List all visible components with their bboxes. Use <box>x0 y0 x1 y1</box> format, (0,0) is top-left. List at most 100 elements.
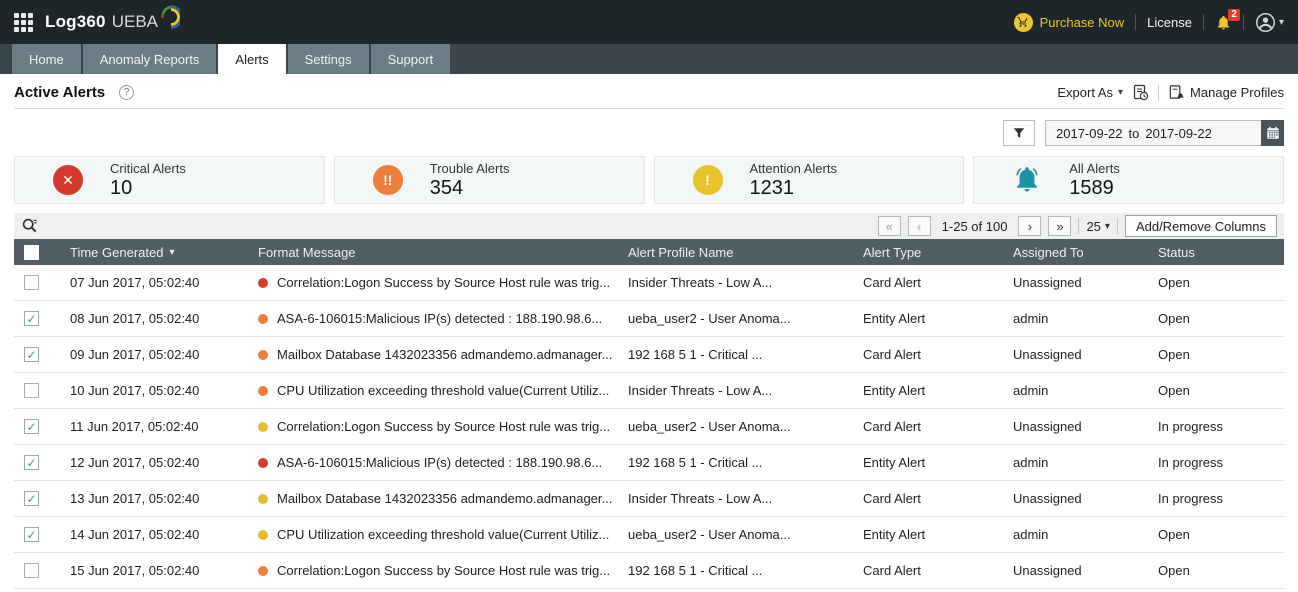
assigned-to-cell: admin <box>1013 311 1049 326</box>
column-header-status[interactable]: Status <box>1144 245 1284 260</box>
alert-type-cell: Card Alert <box>863 491 921 506</box>
prev-page-icon: ‹ <box>916 218 922 234</box>
row-checkbox[interactable] <box>24 563 39 578</box>
attention-icon: ! <box>692 165 723 195</box>
last-page-button[interactable]: » <box>1048 216 1072 236</box>
format-message-cell: Correlation:Logon Success by Source Host… <box>244 563 614 578</box>
status-cell: Open <box>1158 275 1190 290</box>
prev-page-button[interactable]: ‹ <box>907 216 931 236</box>
select-all-checkbox[interactable] <box>24 244 39 260</box>
summary-card-all-alerts[interactable]: All Alerts 1589 <box>973 156 1284 204</box>
row-checkbox-cell: ✓ <box>14 347 56 362</box>
calendar-button[interactable] <box>1261 120 1284 146</box>
row-checkbox[interactable]: ✓ <box>24 311 39 326</box>
card-label: Critical Alerts <box>110 160 186 176</box>
table-body: 07 Jun 2017, 05:02:40 Correlation:Logon S… <box>14 265 1284 589</box>
manage-profiles-button[interactable]: Manage Profiles <box>1168 84 1284 101</box>
alert-profile-name-cell: Insider Threats - Low A... <box>628 491 773 506</box>
search-icon[interactable] <box>21 217 39 235</box>
calendar-icon <box>1266 126 1279 139</box>
alert-type-cell: Card Alert <box>863 275 921 290</box>
summary-cards: ✕ Critical Alerts 10!! Trouble Alerts 354! At… <box>14 156 1284 204</box>
app-name: Log360 <box>45 12 106 31</box>
format-message-text: Correlation:Logon Success by Source Host… <box>277 419 611 434</box>
page-size-dropdown[interactable]: 25 ▾ <box>1086 219 1110 234</box>
card-value: 1231 <box>749 176 795 199</box>
severity-dot-icon <box>258 457 268 468</box>
column-header-label: Assigned To <box>1013 244 1084 260</box>
card-text: All Alerts 1589 <box>1069 161 1120 200</box>
pagination-range: 1-25 of 100 <box>941 218 1008 234</box>
tab-settings[interactable]: Settings <box>287 44 369 74</box>
format-message-text: CPU Utilization exceeding threshold valu… <box>277 527 610 542</box>
alert-profile-name-cell: ueba_user2 - User Anoma... <box>628 311 791 326</box>
row-checkbox[interactable]: ✓ <box>24 347 39 362</box>
row-checkbox[interactable] <box>24 383 39 398</box>
column-header-label: Status <box>1158 244 1195 260</box>
row-checkbox-cell: ✓ <box>14 527 56 542</box>
export-as-button[interactable]: Export As ▾ <box>1057 85 1123 100</box>
tab-anomaly-reports[interactable]: Anomaly Reports <box>82 44 217 74</box>
table-row[interactable]: ✓ 12 Jun 2017, 05:02:40 ASA-6-106015:Malic… <box>14 445 1284 481</box>
alert-type-cell: Entity Alert <box>863 311 926 326</box>
row-checkbox[interactable] <box>24 275 39 290</box>
column-header-alert-profile-name[interactable]: Alert Profile Name <box>614 245 849 260</box>
chevron-down-icon: ▾ <box>1104 220 1110 232</box>
add-remove-columns-button[interactable]: Add/Remove Columns <box>1124 215 1277 237</box>
column-header-assigned-to[interactable]: Assigned To <box>999 245 1144 260</box>
column-header-format-message[interactable]: Format Message <box>244 245 614 260</box>
summary-card-critical-alerts[interactable]: ✕ Critical Alerts 10 <box>14 156 325 204</box>
purchase-now-button[interactable]: Purchase Now <box>1013 12 1124 32</box>
card-label: Trouble Alerts <box>429 160 510 176</box>
time-generated-cell: 12 Jun 2017, 05:02:40 <box>70 455 200 470</box>
table-row[interactable]: 10 Jun 2017, 05:02:40 CPU Utilization exc… <box>14 373 1284 409</box>
first-page-button[interactable]: « <box>877 216 901 236</box>
format-message-text: Correlation:Logon Success by Source Host… <box>277 275 611 290</box>
table-row[interactable]: 07 Jun 2017, 05:02:40 Correlation:Logon S… <box>14 265 1284 301</box>
date-range-input[interactable]: 2017-09-22 to 2017-09-22 <box>1045 120 1261 146</box>
table-row[interactable]: ✓ 09 Jun 2017, 05:02:40 Mailbox Database 1… <box>14 337 1284 373</box>
card-value: 354 <box>429 176 464 199</box>
schedule-export-icon[interactable] <box>1132 84 1149 101</box>
row-checkbox[interactable]: ✓ <box>24 455 39 470</box>
summary-card-attention-alerts[interactable]: ! Attention Alerts 1231 <box>653 156 965 204</box>
row-checkbox[interactable]: ✓ <box>24 491 39 506</box>
column-header-time-generated[interactable]: Time Generated ▾ <box>56 245 244 260</box>
severity-dot-icon <box>258 313 268 324</box>
tab-support[interactable]: Support <box>370 44 451 74</box>
filter-button[interactable] <box>1003 120 1035 146</box>
top-bar: Log360 UEBA Purchase Now License 2 <box>0 0 1298 44</box>
table-row[interactable]: ✓ 08 Jun 2017, 05:02:40 ASA-6-106015:Malic… <box>14 301 1284 337</box>
apps-grid-icon[interactable] <box>14 12 33 32</box>
table-row[interactable]: 15 Jun 2017, 05:02:40 Correlation:Logon S… <box>14 553 1284 589</box>
format-message-text: ASA-6-106015:Malicious IP(s) detected : … <box>277 311 603 326</box>
severity-dot-icon <box>258 421 268 432</box>
tab-alerts[interactable]: Alerts <box>218 44 286 74</box>
notifications-bell-icon[interactable]: 2 <box>1215 8 1240 31</box>
row-checkbox[interactable]: ✓ <box>24 527 39 542</box>
sort-desc-icon: ▾ <box>169 246 175 258</box>
tab-home[interactable]: Home <box>12 44 81 74</box>
user-menu[interactable]: ▾ <box>1255 12 1284 33</box>
status-cell: In progress <box>1158 491 1224 506</box>
help-icon[interactable]: ? <box>119 85 135 100</box>
summary-card-trouble-alerts[interactable]: !! Trouble Alerts 354 <box>333 156 645 204</box>
manage-profiles-label: Manage Profiles <box>1190 85 1284 100</box>
card-label: All Alerts <box>1069 160 1120 176</box>
assigned-to-cell: Unassigned <box>1013 347 1082 362</box>
severity-dot-icon <box>258 277 268 288</box>
alert-type-cell: Entity Alert <box>863 383 926 398</box>
table-row[interactable]: ✓ 14 Jun 2017, 05:02:40 CPU Utilization ex… <box>14 517 1284 553</box>
severity-dot-icon <box>258 565 268 576</box>
table-row[interactable]: ✓ 13 Jun 2017, 05:02:40 Mailbox Database 1… <box>14 481 1284 517</box>
column-header-label: Time Generated <box>70 244 164 260</box>
severity-dot-icon <box>258 349 268 360</box>
time-generated-cell: 13 Jun 2017, 05:02:40 <box>70 491 200 506</box>
row-checkbox[interactable]: ✓ <box>24 419 39 434</box>
column-header-alert-type[interactable]: Alert Type <box>849 245 999 260</box>
license-button[interactable]: License <box>1147 14 1192 30</box>
next-page-button[interactable]: › <box>1018 216 1042 236</box>
table-row[interactable]: ✓ 11 Jun 2017, 05:02:40 Correlation:Logon … <box>14 409 1284 445</box>
time-generated-cell: 10 Jun 2017, 05:02:40 <box>70 383 200 398</box>
format-message-cell: Mailbox Database 1432023356 admandemo.ad… <box>244 491 614 506</box>
